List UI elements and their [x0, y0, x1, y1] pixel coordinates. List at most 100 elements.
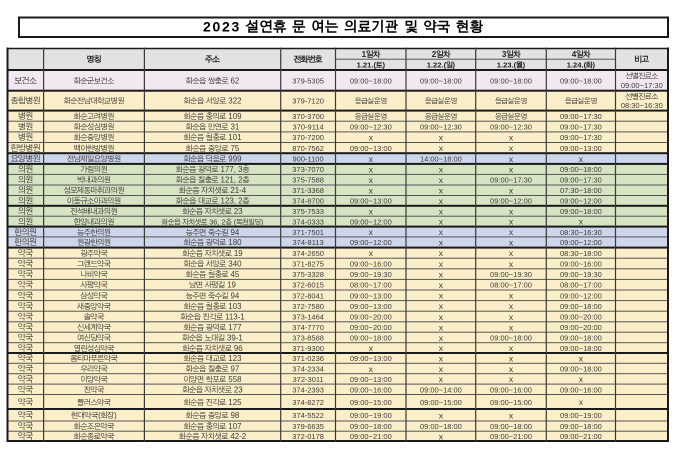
svg-text:x: x: [369, 155, 374, 164]
svg-text:화순조은약국: 화순조은약국: [74, 422, 115, 431]
svg-text:화순읍 광덕로 177, 3층: 화순읍 광덕로 177, 3층: [176, 165, 250, 174]
svg-text:14:00~18:00: 14:00~18:00: [420, 156, 462, 164]
svg-text:09:00~18:00: 09:00~18:00: [560, 166, 602, 174]
svg-text:09:00~13:00: 09:00~13:00: [560, 145, 602, 153]
svg-text:화순읍 중앙로 98: 화순읍 중앙로 98: [186, 411, 240, 420]
svg-text:09:00~12:00: 09:00~12:00: [560, 292, 602, 300]
svg-text:374-7770: 374-7770: [292, 324, 324, 332]
svg-text:x: x: [439, 134, 444, 143]
svg-text:373-8588: 373-8588: [292, 334, 324, 342]
svg-text:x: x: [439, 334, 444, 343]
svg-text:전석배내과의원: 전석배내과의원: [70, 207, 118, 216]
svg-text:x: x: [439, 292, 444, 301]
svg-text:이양약국: 이양약국: [81, 375, 108, 384]
svg-text:전화번호: 전화번호: [294, 55, 323, 64]
svg-text:09:00~13:00: 09:00~13:00: [350, 376, 392, 384]
svg-text:가림의원: 가림의원: [81, 165, 108, 174]
svg-text:x: x: [439, 354, 444, 363]
svg-text:09:00~12:00: 09:00~12:00: [350, 239, 392, 247]
svg-text:x: x: [439, 197, 444, 206]
svg-text:화순읍 자치샛로 36, 2층 (목천빌딩): 화순읍 자치샛로 36, 2층 (목천빌딩): [162, 217, 264, 226]
svg-text:x: x: [439, 176, 444, 185]
svg-text:약국: 약국: [18, 384, 33, 394]
svg-text:화순읍 자치샛로 42-2: 화순읍 자치샛로 42-2: [179, 432, 246, 441]
svg-text:약국: 약국: [18, 248, 33, 258]
svg-text:09:00~13:00: 09:00~13:00: [350, 355, 392, 363]
svg-text:371-3368: 371-3368: [292, 187, 324, 195]
svg-text:09:00~18:00: 09:00~18:00: [350, 423, 392, 431]
svg-text:09:00~17:30: 09:00~17:30: [560, 177, 602, 185]
svg-text:플러스약국: 플러스약국: [77, 398, 111, 407]
svg-text:화순읍 진각로 113-1: 화순읍 진각로 113-1: [180, 313, 244, 322]
svg-text:09:00~19:30: 09:00~19:30: [560, 271, 602, 279]
svg-text:09:00~18:00: 09:00~18:00: [490, 77, 532, 85]
svg-text:응급실운영: 응급실운영: [425, 97, 457, 106]
svg-text:x: x: [509, 155, 514, 164]
svg-text:09:00~18:00: 09:00~18:00: [560, 366, 602, 374]
svg-text:08:30~18:00: 08:30~18:00: [560, 250, 602, 258]
svg-text:x: x: [439, 144, 444, 153]
svg-text:1.22.(일): 1.22.(일): [427, 61, 456, 70]
svg-text:09:00~15:00: 09:00~15:00: [490, 399, 532, 407]
svg-text:09:00~20:00: 09:00~20:00: [350, 324, 392, 332]
svg-text:x: x: [509, 239, 514, 248]
svg-text:09:00~19:00: 09:00~19:00: [350, 412, 392, 420]
svg-text:09:00~20:00: 09:00~20:00: [560, 324, 602, 332]
svg-text:09:00~21:00: 09:00~21:00: [350, 433, 392, 441]
svg-text:371-0236: 371-0236: [292, 355, 324, 363]
svg-text:이양면 학포로 558: 이양면 학포로 558: [184, 375, 242, 384]
svg-text:08:00~17:00: 08:00~17:00: [490, 282, 532, 290]
svg-text:화순읍 자치샛로 19: 화순읍 자치샛로 19: [183, 249, 244, 258]
svg-text:x: x: [509, 260, 514, 269]
svg-text:09:00~16:00: 09:00~16:00: [560, 386, 602, 394]
svg-text:화순전남대학교병원: 화순전남대학교병원: [64, 97, 125, 106]
svg-text:x: x: [509, 249, 514, 258]
svg-text:09:00~18:00: 09:00~18:00: [350, 77, 392, 85]
svg-text:1.21.(토): 1.21.(토): [357, 62, 386, 70]
svg-text:남면 사평길 19: 남면 사평길 19: [189, 281, 236, 290]
svg-text:09:00~15:00: 09:00~15:00: [420, 399, 462, 407]
svg-text:09:00~19:00: 09:00~19:00: [560, 412, 602, 420]
svg-text:x: x: [579, 398, 584, 407]
svg-text:x: x: [369, 344, 374, 353]
svg-text:약국: 약국: [18, 353, 33, 363]
svg-text:진약국: 진약국: [83, 385, 104, 394]
svg-text:373-1464: 373-1464: [292, 314, 324, 322]
svg-text:x: x: [579, 218, 584, 227]
svg-text:x: x: [439, 365, 444, 374]
svg-text:응급실운영: 응급실운영: [355, 97, 387, 106]
svg-text:374-2393: 374-2393: [292, 386, 324, 394]
svg-text:화순읍 자치샛로 21-4: 화순읍 자치샛로 21-4: [179, 186, 247, 195]
svg-text:응급실운영: 응급실운영: [425, 112, 457, 121]
svg-text:09:00~18:00: 09:00~18:00: [560, 303, 602, 311]
svg-text:약국: 약국: [18, 259, 33, 269]
svg-text:09:00~18:00: 09:00~18:00: [560, 77, 602, 85]
svg-text:한의원: 한의원: [15, 238, 37, 247]
svg-text:x: x: [509, 302, 514, 311]
svg-text:2일차: 2일차: [432, 50, 451, 59]
svg-text:여신당약국: 여신당약국: [77, 333, 111, 342]
svg-text:x: x: [509, 323, 514, 332]
svg-text:x: x: [369, 228, 374, 237]
svg-text:900-1100: 900-1100: [293, 156, 324, 164]
svg-text:x: x: [369, 207, 374, 216]
svg-text:화순읍 대교로 123, 2층: 화순읍 대교로 123, 2층: [176, 197, 250, 206]
svg-text:09:00~12:30: 09:00~12:30: [420, 124, 462, 132]
svg-text:09:00~14:00: 09:00~14:00: [420, 386, 462, 394]
svg-text:x: x: [509, 365, 514, 374]
svg-text:약국: 약국: [18, 312, 33, 322]
svg-text:09:00~18:00: 09:00~18:00: [350, 334, 392, 342]
svg-text:09:00~16:00: 09:00~16:00: [350, 261, 392, 269]
svg-text:x: x: [439, 228, 444, 237]
svg-text:x: x: [509, 144, 514, 153]
svg-text:371-7501: 371-7501: [292, 229, 324, 237]
svg-text:명칭: 명칭: [87, 54, 101, 64]
svg-text:x: x: [439, 270, 444, 279]
svg-text:372-7580: 372-7580: [292, 303, 324, 311]
svg-text:09:00~13:00: 09:00~13:00: [350, 198, 392, 206]
svg-text:화순중앙병원: 화순중앙병원: [74, 133, 115, 142]
svg-text:374-0333: 374-0333: [292, 218, 324, 226]
svg-text:원광한의원: 원광한의원: [77, 238, 111, 247]
svg-text:능주면 죽수길 94: 능주면 죽수길 94: [186, 291, 240, 300]
svg-text:1.24.(화): 1.24.(화): [567, 61, 596, 70]
